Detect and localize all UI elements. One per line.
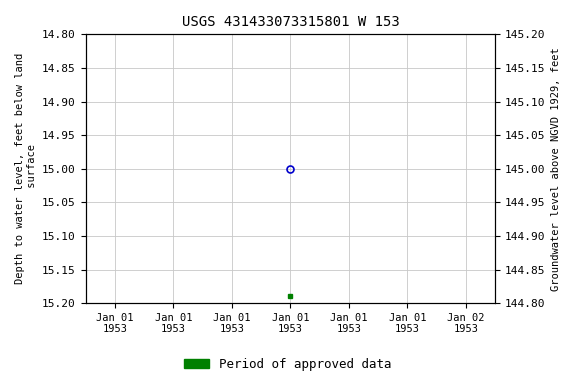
Legend: Period of approved data: Period of approved data [179, 353, 397, 376]
Y-axis label: Depth to water level, feet below land
 surface: Depth to water level, feet below land su… [15, 53, 37, 284]
Y-axis label: Groundwater level above NGVD 1929, feet: Groundwater level above NGVD 1929, feet [551, 47, 561, 291]
Title: USGS 431433073315801 W 153: USGS 431433073315801 W 153 [181, 15, 399, 29]
